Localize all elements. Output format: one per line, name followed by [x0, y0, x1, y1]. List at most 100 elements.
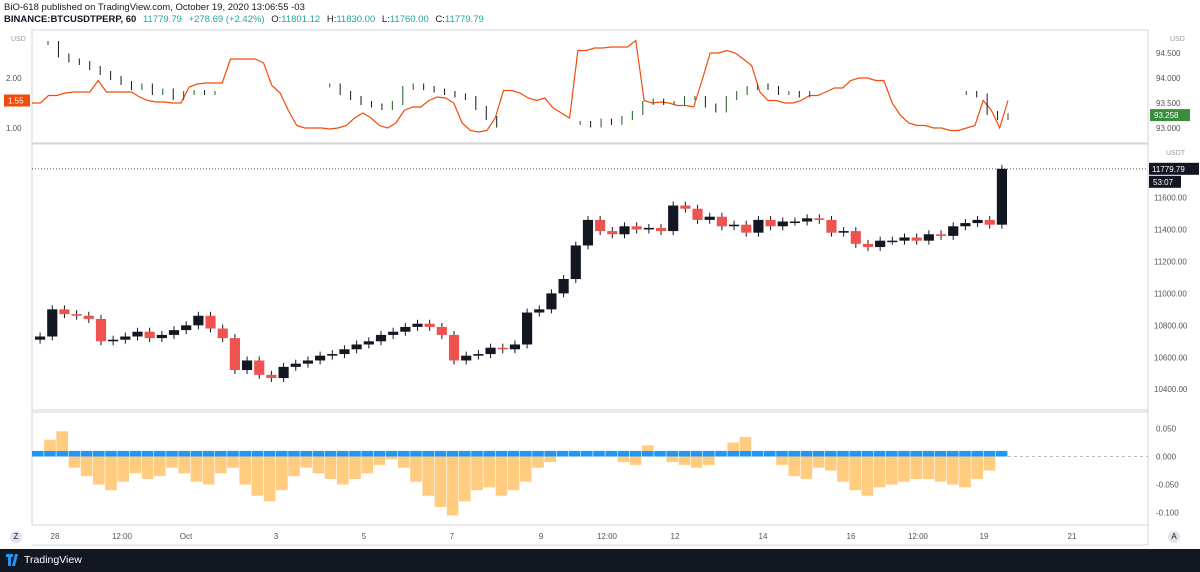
histogram-blue-bar: [324, 450, 337, 457]
candle-body: [327, 354, 338, 356]
histogram-blue-bar: [532, 450, 544, 457]
histogram-orange-bar: [154, 456, 166, 477]
histogram-blue-bar: [32, 450, 44, 457]
histogram-orange-bar: [288, 456, 300, 477]
histogram-blue-bar: [398, 450, 410, 457]
candle-body: [485, 347, 496, 355]
zoom-button[interactable]: Z: [10, 531, 22, 543]
histogram-blue-bar: [80, 450, 93, 457]
candle-body: [229, 338, 240, 371]
time-tick: 21: [1068, 532, 1077, 541]
candle-body: [960, 223, 971, 227]
candle-body: [741, 224, 752, 233]
candle-body: [290, 363, 301, 367]
candle-body: [302, 360, 314, 364]
histogram-orange-bar: [202, 456, 215, 485]
histogram-orange-bar: [812, 456, 825, 468]
last-price: 11779.79: [142, 14, 182, 25]
candle-body: [436, 326, 447, 335]
overlay-right-current: 93.258: [1154, 111, 1179, 120]
time-tick: 9: [539, 532, 544, 541]
high-label: H:: [326, 14, 337, 25]
histogram-orange-bar: [690, 456, 703, 468]
histogram-blue-bar: [617, 450, 630, 457]
histogram-blue-bar: [898, 450, 910, 457]
histogram-blue-bar: [959, 450, 971, 457]
footer-brand[interactable]: TradingView: [24, 554, 82, 566]
histogram-blue-bar: [507, 450, 520, 457]
histogram-orange-bar: [800, 456, 813, 479]
candle-body: [534, 309, 545, 313]
close-value: 11779.79: [444, 14, 484, 25]
histogram-blue-bar: [910, 450, 922, 457]
histogram-blue-bar: [947, 450, 959, 457]
histogram-blue-bar: [288, 450, 300, 457]
candle-body: [375, 334, 387, 342]
histogram-blue-bar: [434, 450, 447, 457]
time-tick: 12:00: [908, 532, 929, 541]
symbol-line: BINANCE:BTCUSDTPERP, 60 11779.79 +278.69…: [4, 14, 484, 25]
histogram-blue-bar: [922, 450, 935, 457]
price-tick: 11600.00: [1154, 194, 1187, 203]
main-panel-frame: [31, 143, 1149, 411]
time-tick: 5: [362, 532, 367, 541]
histogram-orange-bar: [434, 456, 447, 507]
overlay-left-current-bg: [4, 94, 30, 107]
time-tick: 28: [51, 532, 60, 541]
histogram-blue-bar: [727, 450, 739, 457]
histogram-blue-bar: [263, 450, 276, 457]
histogram-blue-bar: [227, 450, 239, 457]
histogram-blue-bar: [251, 450, 264, 457]
overlay-right-tick: 93.000: [1156, 124, 1181, 133]
histogram-orange-bar: [398, 456, 410, 468]
histogram-blue-bar: [68, 450, 81, 457]
histogram-orange-bar: [105, 456, 117, 491]
histogram-blue-bar: [886, 450, 898, 457]
histogram-blue-bar: [300, 450, 312, 457]
histogram-blue-bar: [93, 450, 105, 457]
histogram-orange-bar: [934, 456, 947, 482]
histogram-blue-bar: [593, 450, 605, 457]
time-tick: 3: [274, 532, 279, 541]
time-tick: 14: [759, 532, 768, 541]
histogram-blue-bar: [861, 450, 874, 457]
auto-scale-button[interactable]: A: [1168, 531, 1180, 543]
histogram-orange-bar: [532, 456, 544, 468]
histogram-orange-bar: [227, 456, 239, 468]
histogram-orange-bar: [837, 456, 849, 482]
candle-body: [241, 360, 253, 371]
candle-body: [668, 205, 679, 232]
histogram-blue-bar: [373, 450, 386, 457]
candle-body: [473, 354, 484, 356]
oscillator-tick: 0.000: [1156, 453, 1177, 462]
histogram-blue-bar: [117, 450, 129, 457]
candle-body: [777, 221, 788, 227]
histogram-orange-bar: [703, 456, 715, 465]
open-value: 11801.12: [281, 14, 321, 25]
candle-body: [765, 219, 776, 227]
histogram-orange-bar: [459, 456, 471, 502]
candle-body: [168, 330, 180, 335]
histogram-blue-bar: [56, 450, 68, 457]
chart-canvas[interactable]: 2.001.501.00USD94.50094.00093.50093.000U…: [0, 0, 1200, 549]
histogram-blue-bar: [361, 450, 373, 457]
candle-body: [558, 279, 569, 294]
last-price-tag-bg: [1149, 162, 1199, 175]
histogram-orange-bar: [544, 456, 556, 463]
overlay-left-tick: 2.00: [6, 74, 22, 83]
histogram-blue-bar: [739, 450, 752, 457]
histogram-orange-bar: [337, 456, 349, 485]
candle-body: [570, 245, 581, 279]
histogram-orange-bar: [849, 456, 861, 491]
histogram-orange-bar: [373, 456, 386, 465]
candle-body: [424, 323, 435, 327]
candle-body: [948, 226, 959, 236]
candle-body: [509, 344, 520, 350]
histogram-orange-bar: [678, 456, 691, 465]
symbol-name[interactable]: BINANCE:BTCUSDTPERP, 60: [4, 14, 137, 25]
histogram-blue-bar: [202, 450, 215, 457]
histogram-blue-bar: [544, 450, 556, 457]
histogram-orange-bar: [471, 456, 483, 491]
candle-body: [47, 309, 58, 337]
histogram-blue-bar: [215, 450, 227, 457]
